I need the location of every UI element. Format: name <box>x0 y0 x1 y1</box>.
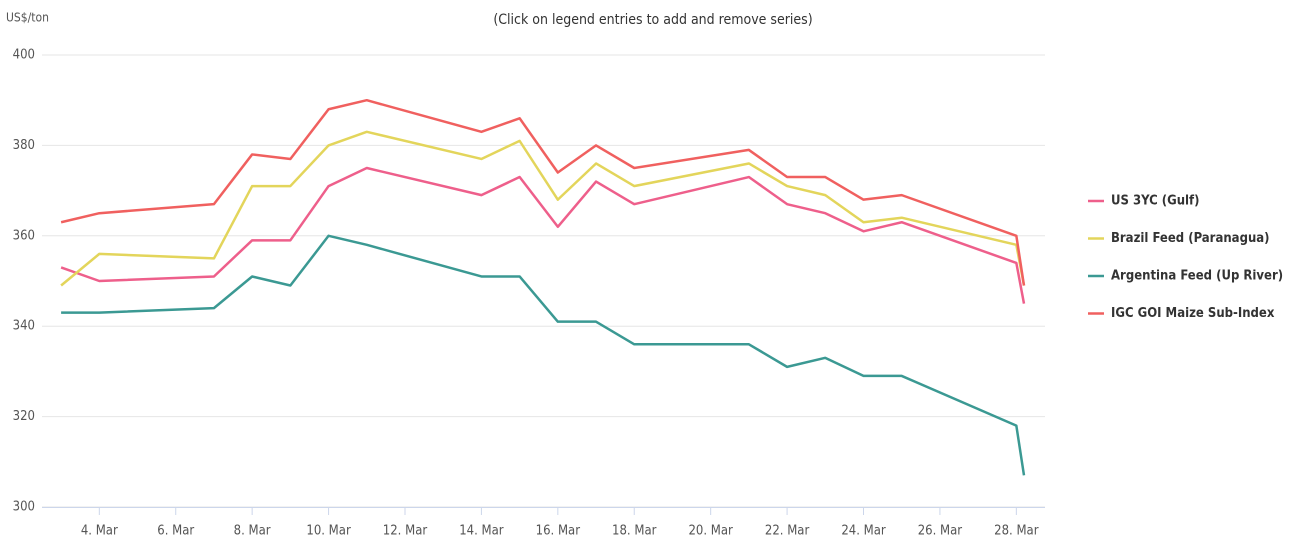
x-tick-label: 6. Mar <box>157 524 194 539</box>
x-tick-label: 4. Mar <box>81 524 118 539</box>
y-tick-label: 360 <box>13 228 35 243</box>
legend-label: Argentina Feed (Up River) <box>1111 269 1283 284</box>
series-line <box>60 166 1026 304</box>
legend-label: IGC GOI Maize Sub-Index <box>1111 306 1275 321</box>
x-tick-label: 28. Mar <box>994 524 1039 539</box>
x-tick-label: 24. Mar <box>841 524 886 539</box>
series-line <box>60 130 1026 287</box>
legend-item[interactable]: Argentina Feed (Up River) <box>1088 269 1283 284</box>
x-tick-label: 20. Mar <box>688 524 733 539</box>
x-tick-label: 12. Mar <box>383 524 428 539</box>
y-tick-label: 300 <box>13 500 35 515</box>
legend-label: US 3YC (Gulf) <box>1111 194 1200 209</box>
y-tick-label: 320 <box>13 409 35 424</box>
x-tick-label: 10. Mar <box>306 524 351 539</box>
y-axis-label: US$/ton <box>6 11 49 25</box>
x-tick-label: 26. Mar <box>918 524 963 539</box>
x-tick-label: 8. Mar <box>234 524 271 539</box>
series-line <box>61 234 1026 476</box>
legend-item[interactable]: US 3YC (Gulf) <box>1088 194 1200 209</box>
x-tick-label: 18. Mar <box>612 524 657 539</box>
chart-subtitle: (Click on legend entries to add and remo… <box>493 12 812 28</box>
x-tick-label: 14. Mar <box>459 524 504 539</box>
x-tick-label: 22. Mar <box>765 524 810 539</box>
legend: US 3YC (Gulf) Brazil Feed (Paranagua) Arge… <box>1088 194 1283 321</box>
y-tick-label: 340 <box>13 319 35 334</box>
series-line <box>60 98 1026 286</box>
x-tick-label: 16. Mar <box>536 524 581 539</box>
legend-item[interactable]: IGC GOI Maize Sub-Index <box>1088 306 1275 321</box>
legend-item[interactable]: Brazil Feed (Paranagua) <box>1088 231 1270 246</box>
y-tick-label: 400 <box>13 48 35 63</box>
legend-label: Brazil Feed (Paranagua) <box>1111 231 1270 246</box>
y-tick-label: 380 <box>13 138 35 153</box>
